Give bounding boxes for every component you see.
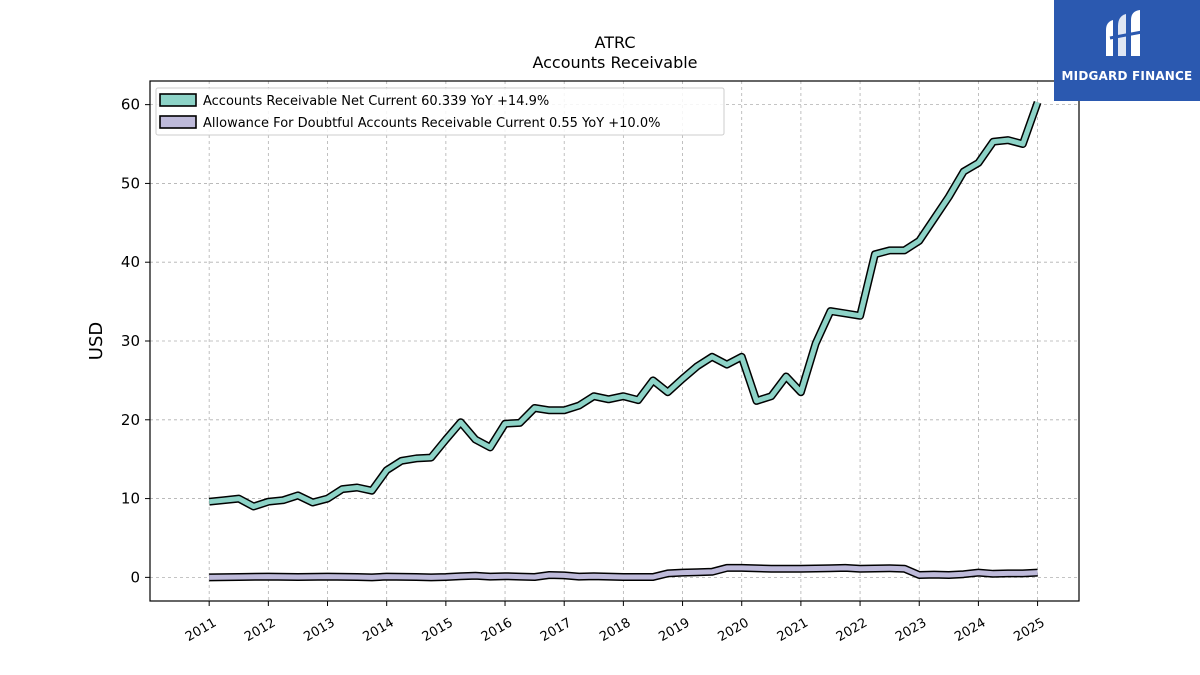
y-tick-label: 10 — [121, 490, 140, 508]
chart-subtitle: Accounts Receivable — [532, 53, 697, 72]
x-tick-label: 2013 — [301, 615, 337, 645]
x-tick-label: 2017 — [538, 615, 574, 645]
x-tick-label: 2019 — [656, 615, 692, 645]
legend-swatch-0 — [159, 93, 197, 107]
y-tick-label: 20 — [121, 411, 140, 429]
legend: Accounts Receivable Net Current 60.339 Y… — [155, 87, 725, 136]
y-tick-label: 60 — [121, 96, 140, 114]
series-layer — [208, 100, 1042, 582]
y-tick-label: 40 — [121, 253, 140, 271]
x-tick-label: 2018 — [597, 615, 633, 645]
x-tick-label: 2011 — [183, 615, 219, 645]
x-tick-label: 2021 — [775, 615, 811, 645]
x-tick-label: 2015 — [420, 615, 456, 645]
legend-label-1: Allowance For Doubtful Accounts Receivab… — [203, 116, 660, 131]
series-line-1 — [209, 565, 1038, 580]
y-tick-label: 30 — [121, 332, 140, 350]
y-axis-label: USD — [86, 322, 107, 360]
y-tick-label: 50 — [121, 174, 140, 192]
logo-mark-icon — [1106, 10, 1143, 56]
brand-logo: MIDGARD FINANCE — [1054, 0, 1200, 101]
grid — [150, 81, 1079, 601]
x-tick-label: 2023 — [893, 615, 929, 645]
chart-title: ATRC — [595, 33, 636, 52]
logo-text: MIDGARD FINANCE — [1061, 69, 1193, 83]
x-tick-label: 2025 — [1011, 615, 1047, 645]
legend-label-0: Accounts Receivable Net Current 60.339 Y… — [203, 94, 549, 109]
legend-swatch-1 — [159, 115, 197, 129]
x-tick-label: 2022 — [834, 615, 870, 645]
x-axis-ticks: 2011 2012 2013 2014 2015 2016 2017 2018 2019 2020… — [183, 601, 1048, 645]
y-axis-ticks: 0 10 20 30 40 50 60 — [121, 96, 150, 586]
x-tick-label: 2024 — [952, 615, 988, 645]
x-tick-label: 2012 — [242, 615, 278, 645]
x-tick-label: 2016 — [479, 615, 515, 645]
x-tick-label: 2020 — [716, 615, 752, 645]
x-tick-label: 2014 — [361, 615, 397, 645]
legend-box — [155, 87, 725, 136]
series-line-0 — [208, 101, 1040, 509]
y-tick-label: 0 — [130, 568, 140, 586]
